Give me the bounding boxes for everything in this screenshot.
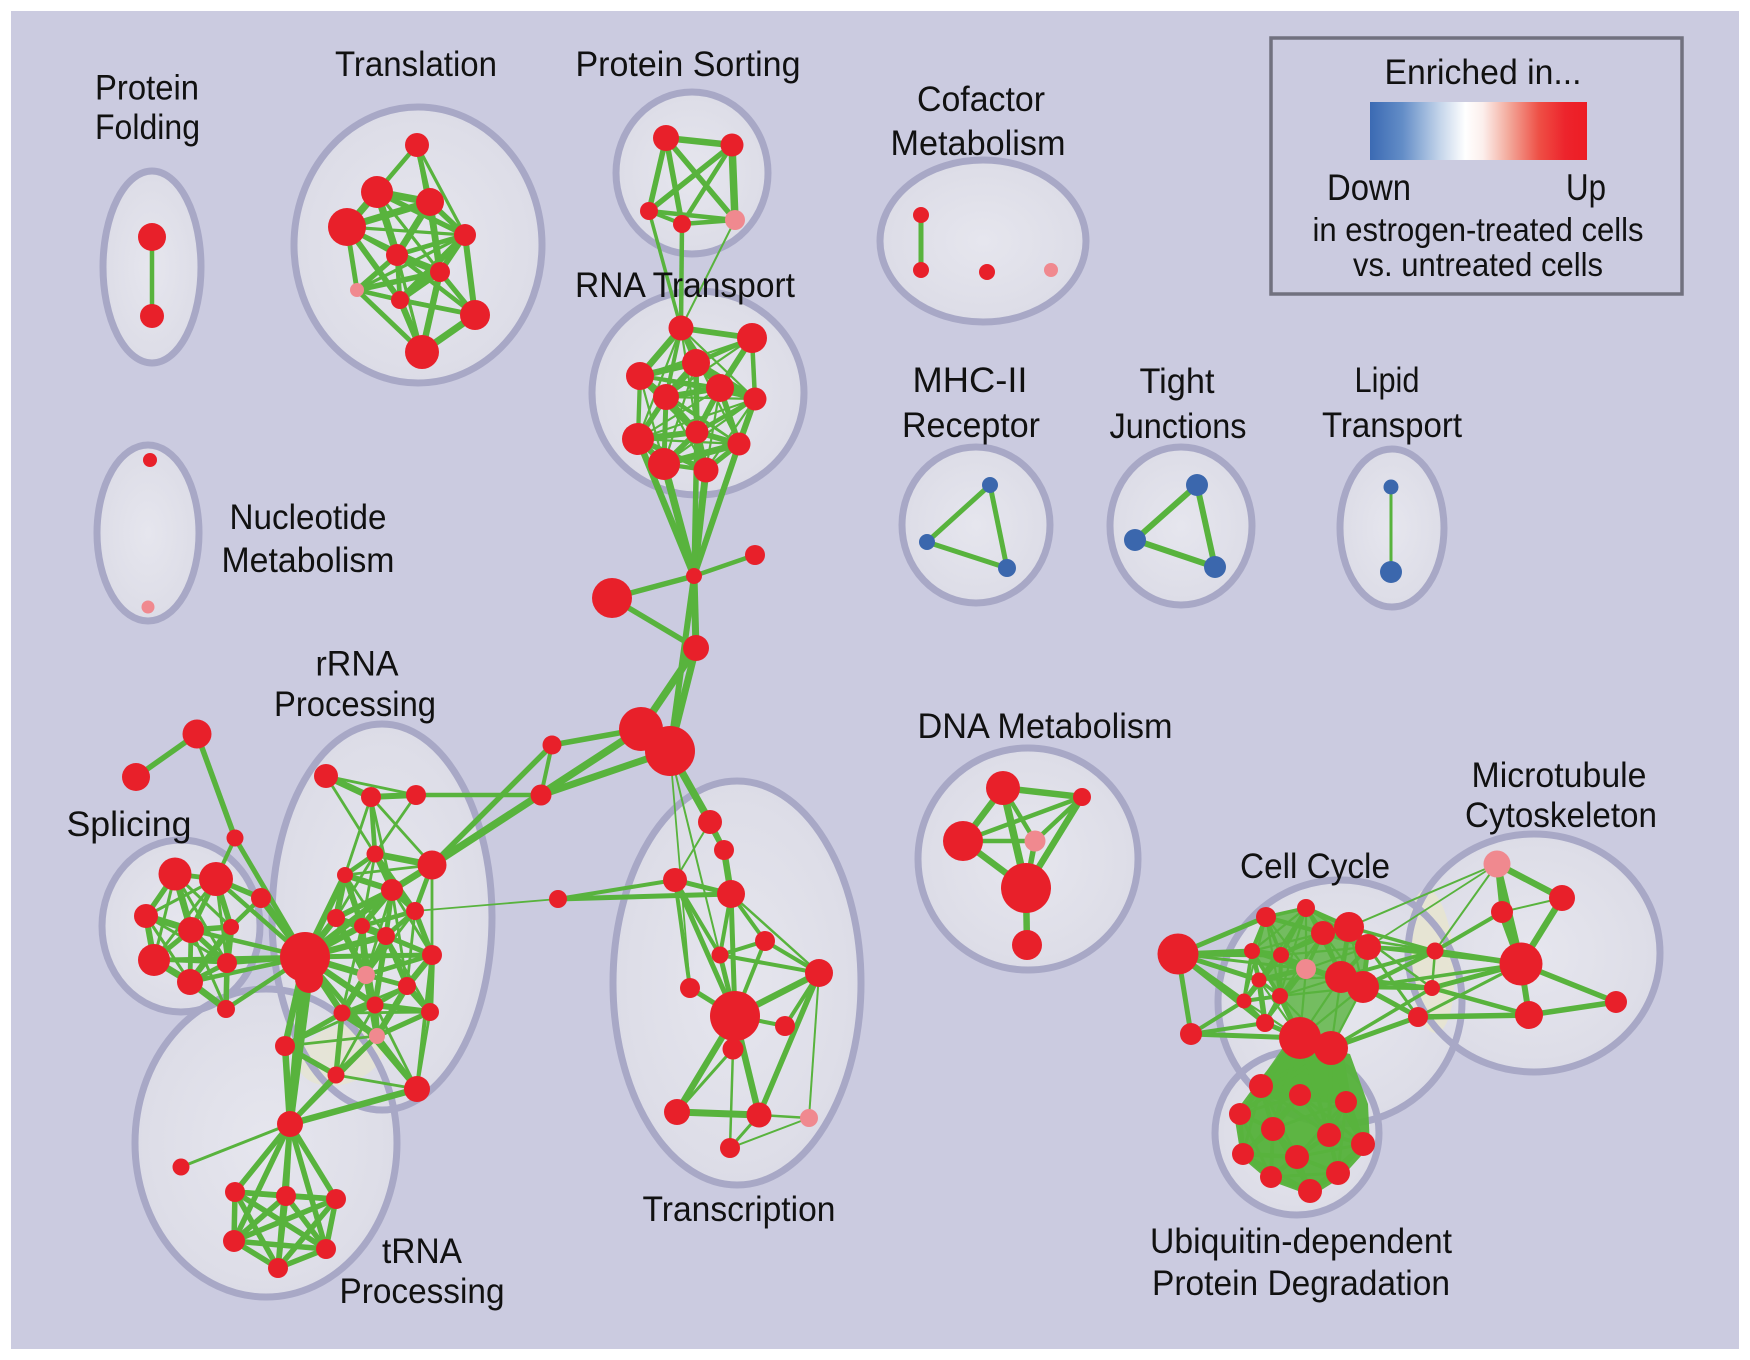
svg-text:Enriched in...: Enriched in... [1385, 53, 1582, 92]
svg-text:Cofactor: Cofactor [917, 80, 1045, 119]
svg-text:Translation: Translation [335, 45, 497, 84]
svg-text:Metabolism: Metabolism [891, 124, 1066, 163]
svg-text:Down: Down [1327, 167, 1411, 208]
svg-text:tRNA: tRNA [382, 1232, 463, 1271]
svg-text:Splicing: Splicing [67, 805, 192, 844]
svg-text:in estrogen-treated cells: in estrogen-treated cells [1313, 211, 1644, 248]
svg-text:Transport: Transport [1322, 406, 1462, 445]
svg-text:Ubiquitin-dependent: Ubiquitin-dependent [1150, 1222, 1452, 1261]
svg-text:Protein: Protein [95, 69, 199, 108]
svg-text:Up: Up [1566, 167, 1606, 208]
svg-text:Nucleotide: Nucleotide [230, 498, 387, 537]
svg-text:Processing: Processing [340, 1272, 505, 1311]
svg-text:vs. untreated cells: vs. untreated cells [1353, 246, 1603, 283]
svg-text:Receptor: Receptor [902, 406, 1040, 445]
svg-text:Folding: Folding [95, 108, 200, 147]
svg-text:Processing: Processing [274, 685, 436, 724]
svg-text:Protein Degradation: Protein Degradation [1152, 1264, 1450, 1303]
svg-text:rRNA: rRNA [316, 645, 400, 684]
svg-text:Cell Cycle: Cell Cycle [1240, 847, 1390, 886]
svg-text:Junctions: Junctions [1110, 407, 1247, 446]
svg-text:Transcription: Transcription [643, 1190, 836, 1229]
svg-text:Tight: Tight [1140, 362, 1215, 401]
svg-text:Microtubule: Microtubule [1472, 756, 1647, 795]
svg-text:Metabolism: Metabolism [222, 541, 395, 580]
svg-text:Cytoskeleton: Cytoskeleton [1465, 796, 1657, 835]
svg-text:Lipid: Lipid [1355, 361, 1420, 400]
svg-text:DNA Metabolism: DNA Metabolism [918, 707, 1173, 746]
svg-text:Protein Sorting: Protein Sorting [576, 45, 801, 84]
svg-text:RNA Transport: RNA Transport [575, 266, 795, 305]
svg-text:MHC-II: MHC-II [913, 361, 1028, 400]
